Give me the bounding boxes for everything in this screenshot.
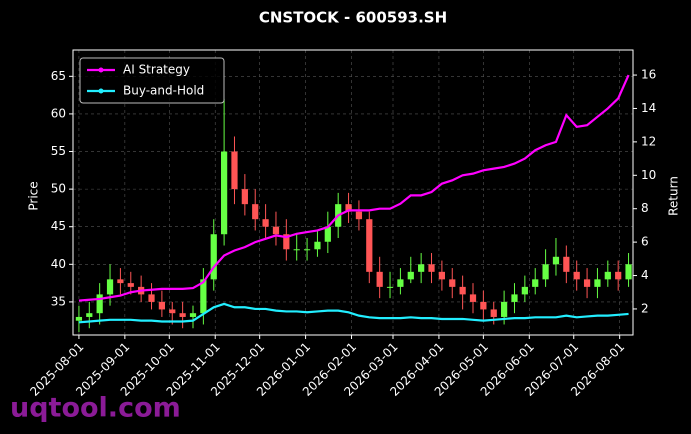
legend-marker — [98, 88, 104, 94]
candle-body — [438, 271, 445, 280]
candle-body — [106, 279, 114, 295]
candle-body — [158, 301, 165, 310]
candle-body — [604, 271, 611, 280]
y-axis-label: Price — [27, 181, 41, 210]
candle-body — [345, 204, 352, 212]
candle-body — [231, 151, 238, 190]
candle-body — [272, 226, 280, 235]
candle-body — [210, 234, 217, 280]
y-tick-label: 35 — [51, 294, 66, 308]
y2-tick-label: 8 — [641, 201, 649, 215]
y-tick-label: 40 — [51, 257, 66, 271]
y-tick-label: 65 — [51, 69, 66, 83]
y-tick-label: 55 — [51, 144, 66, 158]
legend-marker — [98, 67, 104, 73]
candle-body — [521, 286, 528, 295]
candle-body — [75, 316, 83, 321]
legend-label: Buy-and-Hold — [123, 84, 204, 98]
y2-tick-label: 16 — [641, 68, 656, 82]
legend-label: AI Strategy — [123, 63, 190, 77]
candle-body — [480, 301, 487, 310]
plot-frame — [72, 49, 634, 336]
candle-body — [573, 271, 580, 280]
y2-tick-label: 4 — [641, 268, 649, 282]
candle-body — [96, 294, 103, 314]
chart-title: CNSTOCK - 600593.SH — [259, 9, 447, 27]
candle-body — [583, 279, 591, 287]
candle-body — [449, 279, 456, 287]
line-series — [78, 74, 630, 302]
candle-body — [397, 279, 404, 287]
candle-body — [86, 313, 93, 317]
candle-body — [552, 256, 560, 265]
candle-body — [407, 271, 414, 280]
candle-body — [314, 241, 321, 250]
candle-body — [169, 309, 176, 314]
candle-body — [241, 189, 248, 205]
candle-body — [563, 256, 570, 272]
y-tick-label: 60 — [51, 106, 66, 120]
candle-body — [189, 313, 197, 317]
candle-body — [418, 264, 425, 272]
candle-body — [501, 301, 508, 317]
y2-tick-label: 2 — [641, 301, 649, 315]
candle-body — [459, 286, 466, 295]
candle-body — [625, 264, 632, 280]
candle-body — [469, 294, 477, 302]
candle-body — [117, 279, 124, 284]
candle-body — [252, 204, 259, 220]
candle-body — [542, 264, 549, 280]
y-tick-label: 45 — [51, 219, 66, 233]
candle-body — [293, 249, 300, 251]
candle-body — [386, 286, 394, 288]
candle-body — [324, 226, 331, 242]
y2-tick-label: 14 — [641, 101, 656, 115]
candle-body — [532, 279, 539, 287]
line-series — [78, 302, 629, 324]
candle-body — [376, 271, 383, 287]
candle-body — [594, 279, 601, 287]
candle-body — [179, 313, 186, 317]
candle-body — [511, 294, 518, 302]
y2-tick-label: 12 — [641, 134, 656, 148]
candle-body — [127, 283, 134, 287]
candle-body — [615, 271, 622, 280]
candle-body — [366, 219, 373, 272]
candle-body — [283, 234, 290, 250]
candle-body — [262, 219, 269, 227]
y2-tick-label: 6 — [641, 235, 649, 249]
candle-body — [148, 294, 155, 302]
candle-body — [303, 249, 311, 251]
y2-tick-label: 10 — [641, 168, 656, 182]
y2-axis-label: Return — [667, 176, 681, 216]
watermark: uqtool.com — [10, 393, 181, 424]
legend-box — [79, 57, 225, 104]
candle-body — [221, 151, 228, 235]
candle-body — [200, 279, 207, 314]
candle-body — [428, 264, 435, 272]
candle-body — [355, 211, 363, 220]
candle-body — [490, 309, 497, 317]
y-tick-label: 50 — [51, 182, 66, 196]
